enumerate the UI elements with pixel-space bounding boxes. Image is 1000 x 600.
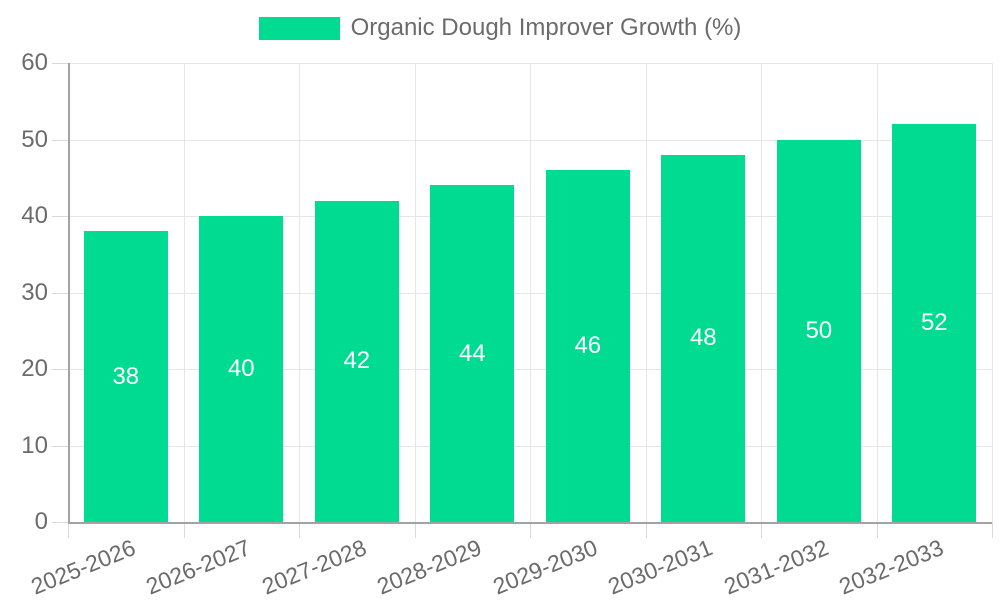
x-axis-category-label: 2030-2031 bbox=[604, 534, 717, 600]
legend[interactable]: Organic Dough Improver Growth (%) bbox=[0, 14, 1000, 42]
x-axis-category-label: 2029-2030 bbox=[488, 534, 601, 600]
bar-2025-2026[interactable] bbox=[83, 231, 168, 522]
bar-value-label: 44 bbox=[458, 339, 486, 367]
x-axis-tick bbox=[184, 522, 185, 538]
x-gridline bbox=[184, 63, 185, 522]
x-axis-tick bbox=[646, 522, 647, 538]
x-gridline bbox=[530, 63, 531, 522]
x-gridline bbox=[992, 63, 993, 522]
y-axis-tick bbox=[52, 216, 68, 217]
x-axis-tick bbox=[530, 522, 531, 538]
x-axis-category-label: 2026-2027 bbox=[142, 534, 255, 600]
x-gridline bbox=[299, 63, 300, 522]
y-axis-tick bbox=[52, 522, 68, 523]
x-axis-tick bbox=[415, 522, 416, 538]
bar-2030-2031[interactable] bbox=[661, 154, 746, 522]
x-axis-tick bbox=[299, 522, 300, 538]
bar-2028-2029[interactable] bbox=[430, 185, 515, 522]
x-axis-tick bbox=[761, 522, 762, 538]
legend-label: Organic Dough Improver Growth (%) bbox=[350, 14, 742, 41]
bar-2032-2033[interactable] bbox=[892, 124, 977, 522]
y-axis-tick-label: 30 bbox=[21, 279, 48, 306]
bar-value-label: 46 bbox=[574, 332, 602, 359]
bar-value-label: 42 bbox=[343, 347, 371, 375]
y-axis-tick bbox=[52, 63, 68, 64]
bar-value-label: 48 bbox=[689, 324, 717, 352]
x-axis-category-label: 2027-2028 bbox=[257, 534, 370, 600]
x-axis-category-label: 2031-2032 bbox=[719, 534, 832, 600]
x-gridline bbox=[877, 63, 878, 522]
bar-value-label: 38 bbox=[112, 362, 140, 390]
y-axis-tick-label: 40 bbox=[21, 202, 48, 229]
x-axis-category-label: 2032-2033 bbox=[835, 534, 948, 600]
legend-swatch bbox=[258, 16, 340, 40]
y-axis-tick-label: 60 bbox=[21, 49, 48, 76]
y-axis-tick-label: 10 bbox=[21, 432, 48, 459]
bar-2029-2030[interactable] bbox=[545, 170, 630, 522]
x-axis-tick bbox=[877, 522, 878, 538]
y-axis-tick-label: 0 bbox=[34, 508, 48, 535]
bar-2031-2032[interactable] bbox=[776, 139, 861, 522]
y-axis-tick-label: 20 bbox=[21, 355, 48, 382]
y-axis-tick-label: 50 bbox=[21, 126, 48, 153]
bar-2027-2028[interactable] bbox=[314, 200, 399, 522]
x-axis-category-label: 2028-2029 bbox=[373, 534, 486, 600]
y-axis-tick bbox=[52, 369, 68, 370]
x-gridline bbox=[646, 63, 647, 522]
x-axis-category-label: 2025-2026 bbox=[26, 534, 139, 600]
bar-value-label: 52 bbox=[920, 309, 948, 337]
bar-value-label: 40 bbox=[227, 355, 255, 382]
y-axis-tick bbox=[52, 140, 68, 141]
y-axis-line bbox=[68, 63, 70, 522]
x-axis-line bbox=[68, 522, 992, 524]
bar-2026-2027[interactable] bbox=[199, 216, 284, 522]
bar-value-label: 50 bbox=[805, 316, 833, 344]
y-axis-tick bbox=[52, 446, 68, 447]
x-axis-tick bbox=[992, 522, 993, 538]
x-axis-tick bbox=[68, 522, 69, 538]
x-gridline bbox=[415, 63, 416, 522]
y-axis-tick bbox=[52, 293, 68, 294]
x-gridline bbox=[761, 63, 762, 522]
